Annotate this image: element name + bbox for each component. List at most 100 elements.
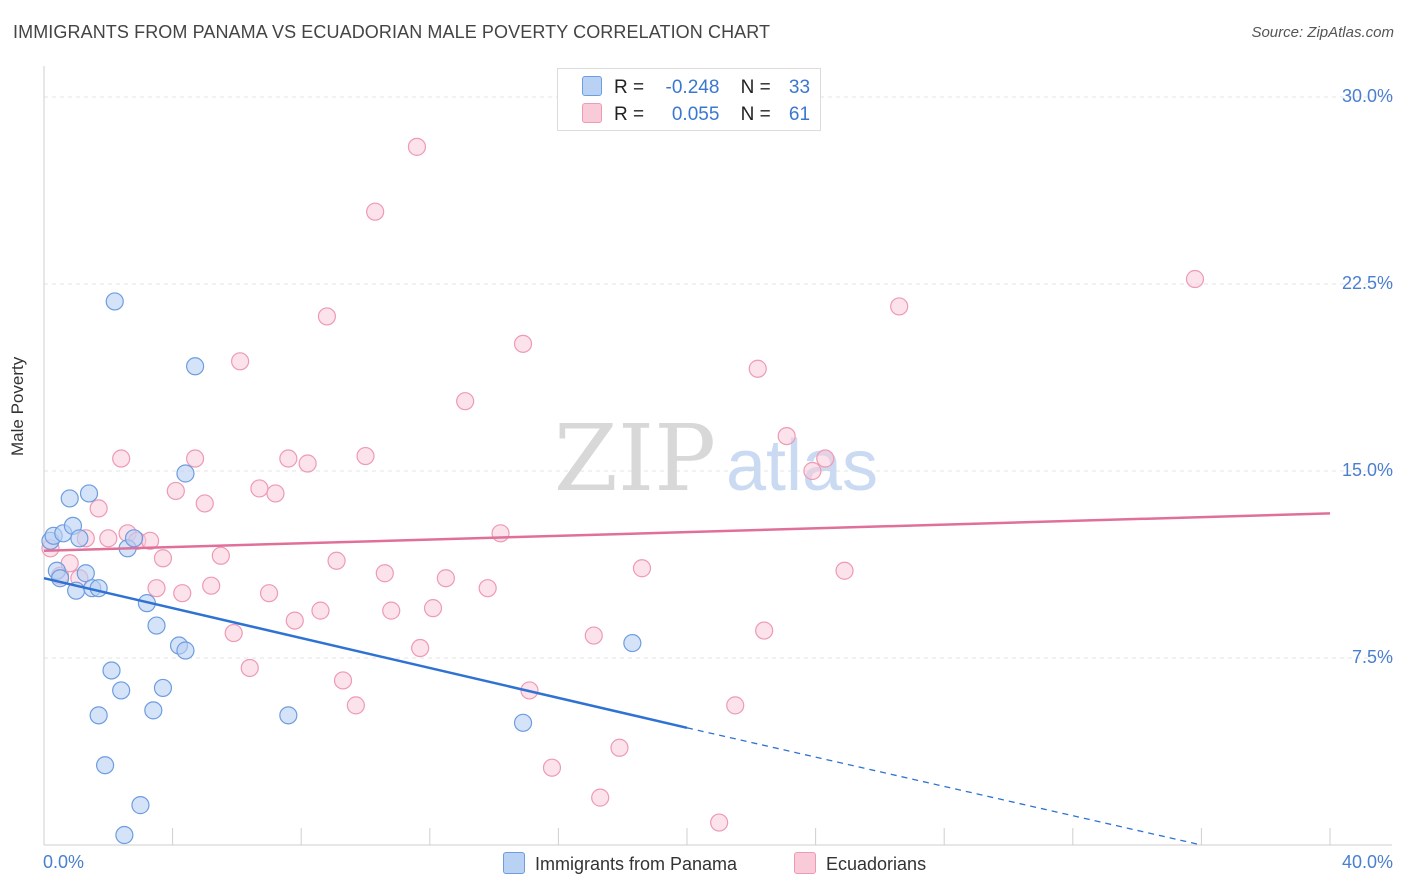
r-value-ecuadorians: 0.055 — [671, 104, 720, 125]
ecuadorians-point — [224, 623, 243, 643]
ecuadorians-point — [710, 813, 729, 832]
ecuadorians-point — [748, 359, 767, 378]
ecuadorians-point — [147, 579, 166, 598]
panama-point — [176, 464, 195, 483]
ecuadorians-point — [240, 658, 259, 678]
ecuadorians-points — [41, 137, 1205, 832]
ecuadorians-point — [835, 561, 854, 580]
panama-point — [513, 713, 533, 732]
r-label: R = — [614, 77, 645, 98]
r-label: R = — [614, 104, 645, 125]
panama-point — [131, 796, 150, 815]
ecuadorians-point — [89, 499, 108, 518]
ecuadorians-point — [346, 696, 365, 715]
legend-item-ecuadorians: Ecuadorians — [794, 852, 926, 875]
ecuadorians-point — [259, 584, 279, 603]
y-tick-label: 22.5% — [1341, 273, 1393, 293]
watermark-zip: ZIP — [554, 405, 716, 512]
ecuadorians-point — [298, 454, 317, 473]
chart-title: IMMIGRANTS FROM PANAMA VS ECUADORIAN MAL… — [13, 22, 771, 42]
y-tick-label: 15.0% — [1341, 460, 1393, 480]
ecuadorians-point — [333, 671, 353, 690]
ecuadorians-point — [407, 137, 427, 156]
panama-point — [89, 579, 108, 598]
n-value-panama: 33 — [788, 77, 811, 98]
panama-legend-swatch — [503, 852, 525, 874]
legend-label-panama: Immigrants from Panama — [535, 854, 738, 874]
ecuadorians-point — [584, 626, 603, 645]
ecuadorians-point — [816, 449, 835, 468]
ecuadorians-point — [513, 334, 533, 353]
source-label: Source: ZipAtlas.com — [1251, 24, 1394, 41]
legend-label-ecuadorians: Ecuadorians — [826, 854, 927, 874]
ecuadorians-point — [890, 297, 909, 316]
n-label: N = — [740, 104, 771, 125]
panama-swatch — [582, 76, 602, 96]
stats-legend: R = -0.248 N = 33 R = 0.055 N = 61 — [557, 68, 821, 131]
panama-point — [105, 292, 124, 311]
panama-point — [186, 357, 205, 376]
ecuadorians-point — [382, 601, 401, 620]
ecuadorians-point — [591, 788, 610, 807]
panama-trend-line — [43, 576, 688, 730]
ecuadorians-point — [266, 484, 285, 503]
ecuadorians-legend-swatch — [794, 852, 816, 874]
panama-point — [95, 756, 115, 775]
n-value-ecuadorians: 61 — [788, 104, 811, 125]
ecuadorians-point — [211, 546, 230, 565]
ecuadorians-point — [411, 638, 430, 658]
ecuadorians-point — [755, 621, 774, 640]
ecuadorians-point — [436, 569, 455, 588]
legend-row-panama: R = -0.248 N = 33 — [582, 76, 810, 99]
x-tick-min: 0.0% — [43, 852, 85, 872]
gridlines — [44, 96, 1392, 659]
ecuadorians-trend-line — [43, 512, 1331, 553]
ecuadorians-swatch — [582, 103, 602, 123]
ecuadorians-point — [366, 202, 385, 221]
ecuadorians-point — [231, 352, 250, 371]
ecuadorians-point — [285, 611, 304, 630]
r-value-panama: -0.248 — [665, 77, 720, 98]
panama-point — [79, 484, 99, 503]
legend-row-ecuadorians: R = 0.055 N = 61 — [582, 103, 810, 126]
panama-points — [41, 292, 642, 845]
trend-lines — [43, 512, 1331, 846]
ecuadorians-point — [456, 392, 475, 411]
ecuadorians-point — [112, 449, 131, 468]
ecuadorians-point — [99, 529, 118, 548]
ecuadorians-point — [173, 584, 192, 603]
ecuadorians-point — [202, 576, 221, 595]
ecuadorians-point — [777, 426, 796, 446]
ecuadorians-point — [250, 479, 269, 498]
x-tick-max: 40.0% — [1341, 852, 1393, 872]
ecuadorians-point — [327, 551, 346, 570]
y-tick-label: 30.0% — [1341, 86, 1393, 106]
panama-point — [89, 706, 108, 725]
ecuadorians-point — [356, 446, 375, 466]
panama-point — [144, 701, 163, 720]
panama-point — [112, 681, 131, 700]
panama-point — [70, 529, 89, 548]
ecuadorians-point — [610, 738, 629, 757]
ecuadorians-point — [423, 599, 443, 618]
panama-point — [102, 661, 121, 680]
y-tick-label: 7.5% — [1351, 647, 1393, 667]
panama-point — [76, 564, 95, 583]
ecuadorians-point — [166, 481, 185, 501]
panama-point — [623, 633, 642, 653]
ecuadorians-point — [478, 579, 497, 598]
n-label: N = — [740, 77, 771, 98]
ecuadorians-point — [542, 758, 562, 777]
ecuadorians-point — [491, 524, 510, 543]
ecuadorians-point — [803, 461, 822, 481]
ecuadorians-point — [317, 307, 337, 326]
ecuadorians-point — [726, 696, 745, 715]
panama-point — [279, 706, 298, 725]
ecuadorians-point — [1185, 269, 1205, 289]
panama-point — [153, 678, 173, 698]
ecuadorians-point — [632, 559, 652, 578]
ecuadorians-point — [311, 601, 330, 620]
panama-trend-extension — [686, 727, 1202, 846]
panama-point — [60, 489, 79, 508]
